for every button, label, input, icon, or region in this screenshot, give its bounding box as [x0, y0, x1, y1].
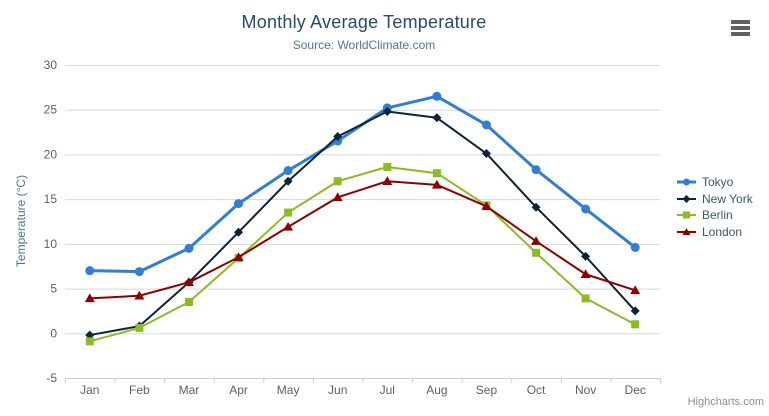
- data-point-tokyo[interactable]: [283, 166, 293, 176]
- y-axis-label: 10: [44, 237, 58, 251]
- data-point-new-york[interactable]: [581, 251, 591, 261]
- data-point-tokyo[interactable]: [630, 242, 640, 252]
- data-point-london[interactable]: [630, 285, 641, 295]
- y-axis-label: 30: [44, 58, 58, 72]
- x-axis-label: Jan: [80, 383, 99, 397]
- data-point-new-york[interactable]: [432, 113, 442, 123]
- x-axis-label: Sep: [476, 383, 498, 397]
- hamburger-icon: [731, 20, 751, 36]
- x-axis-label: May: [277, 383, 300, 397]
- legend-label: London: [702, 224, 743, 239]
- data-point-london[interactable]: [481, 201, 492, 211]
- data-point-tokyo[interactable]: [531, 165, 541, 175]
- x-axis-label: Oct: [527, 383, 546, 397]
- legend-marker-diamond-icon: [677, 194, 696, 203]
- legend-label: New York: [702, 191, 753, 206]
- data-point-london[interactable]: [233, 252, 244, 262]
- y-axis-label: 15: [44, 192, 58, 206]
- data-point-london[interactable]: [332, 192, 343, 202]
- data-point-berlin[interactable]: [135, 323, 144, 332]
- data-point-london[interactable]: [580, 269, 591, 279]
- data-point-tokyo[interactable]: [184, 243, 194, 253]
- legend-marker-symbol: [683, 178, 690, 186]
- data-point-tokyo[interactable]: [581, 204, 591, 214]
- y-axis-label: 20: [44, 147, 58, 161]
- y-axis-label: 0: [50, 326, 57, 340]
- data-point-berlin[interactable]: [532, 248, 541, 257]
- legend-marker-symbol: [682, 227, 691, 235]
- legend-label: Tokyo: [702, 175, 734, 189]
- x-axis-label: Apr: [229, 383, 248, 397]
- data-point-berlin[interactable]: [85, 337, 94, 346]
- credits-link[interactable]: Highcharts.com: [687, 396, 764, 408]
- data-point-new-york[interactable]: [531, 202, 541, 212]
- data-point-tokyo[interactable]: [234, 199, 244, 209]
- data-point-berlin[interactable]: [284, 208, 293, 217]
- chart-subtitle: Source: WorldClimate.com: [292, 38, 436, 52]
- data-point-london[interactable]: [283, 221, 294, 231]
- data-point-new-york[interactable]: [382, 107, 392, 117]
- legend-marker-circle-icon: [677, 178, 696, 186]
- series-line-london[interactable]: [88, 180, 637, 300]
- legend-item-new-york[interactable]: New York: [676, 191, 753, 206]
- data-point-new-york[interactable]: [283, 176, 293, 186]
- data-point-london[interactable]: [134, 290, 145, 300]
- x-axis-label: Mar: [179, 383, 200, 397]
- data-point-new-york[interactable]: [630, 306, 640, 316]
- data-point-berlin[interactable]: [432, 169, 441, 178]
- legend-item-london[interactable]: London: [676, 224, 753, 239]
- legend: Tokyo New York Berlin London: [676, 175, 753, 242]
- legend-marker-symbol: [682, 194, 691, 203]
- legend-label: Berlin: [702, 208, 733, 222]
- series-line-berlin[interactable]: [88, 165, 637, 343]
- data-point-tokyo[interactable]: [432, 91, 442, 101]
- legend-marker-square-icon: [677, 211, 696, 219]
- y-axis-label: -5: [46, 371, 57, 385]
- data-point-new-york[interactable]: [85, 330, 95, 340]
- data-point-berlin[interactable]: [383, 162, 392, 171]
- y-axis-label: 25: [44, 103, 58, 117]
- x-axis-label: Dec: [625, 383, 646, 397]
- data-point-tokyo[interactable]: [481, 120, 491, 130]
- chart-context-menu-button[interactable]: [728, 18, 754, 40]
- data-point-london[interactable]: [431, 179, 442, 189]
- data-point-new-york[interactable]: [234, 227, 244, 237]
- x-axis-label: Aug: [426, 383, 447, 397]
- legend-item-berlin[interactable]: Berlin: [676, 208, 753, 222]
- y-axis-label: 5: [50, 282, 57, 296]
- data-point-berlin[interactable]: [581, 294, 590, 303]
- x-axis-label: Jun: [328, 383, 347, 397]
- data-point-berlin[interactable]: [333, 177, 342, 186]
- data-point-tokyo[interactable]: [134, 267, 144, 277]
- series-line-tokyo[interactable]: [88, 94, 637, 274]
- x-axis-label: Jul: [380, 383, 395, 397]
- data-point-berlin[interactable]: [184, 297, 193, 306]
- x-axis-label: Nov: [575, 383, 596, 397]
- data-point-london[interactable]: [183, 277, 194, 287]
- legend-item-tokyo[interactable]: Tokyo: [676, 175, 753, 189]
- legend-marker-triangle-icon: [677, 227, 696, 235]
- data-point-london[interactable]: [382, 176, 393, 186]
- page-title: Monthly Average Temperature: [241, 12, 487, 32]
- legend-marker-symbol: [683, 211, 690, 219]
- data-point-new-york[interactable]: [333, 132, 343, 142]
- data-point-new-york[interactable]: [481, 149, 491, 159]
- x-axis-label: Feb: [129, 383, 150, 397]
- data-point-london[interactable]: [84, 293, 95, 303]
- data-point-london[interactable]: [531, 236, 542, 245]
- data-point-tokyo[interactable]: [85, 266, 95, 276]
- series-line-new-york[interactable]: [88, 110, 637, 337]
- data-point-berlin[interactable]: [631, 320, 640, 329]
